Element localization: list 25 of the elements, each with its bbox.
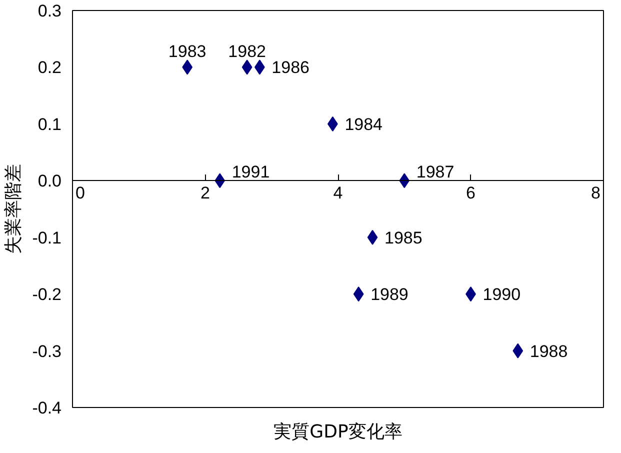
y-tick-label: -0.2 (32, 285, 62, 304)
y-tick-label: -0.4 (32, 398, 62, 418)
y-tick-label: -0.3 (32, 342, 62, 361)
annotation: 1987 (416, 162, 454, 182)
x-tick-label: 8 (591, 184, 601, 203)
annotation: 1983 (168, 42, 206, 62)
annotation: 1989 (370, 285, 408, 304)
x-axis-title: 実質GDP変化率 (274, 422, 402, 442)
x-tick-label: 2 (200, 184, 210, 203)
y-tick-label: 0.2 (38, 58, 62, 78)
annotation: 1988 (530, 342, 568, 361)
x-tick-label: 6 (466, 184, 476, 203)
y-tick-label: 0.1 (38, 114, 62, 134)
x-tick-label: 4 (333, 184, 343, 203)
y-tick-label: -0.1 (32, 228, 62, 248)
annotation: 1991 (232, 162, 270, 182)
y-axis-title: 失業率階差 (3, 164, 24, 254)
annotation: 1986 (272, 58, 310, 78)
y-tick-label: 0.0 (38, 172, 62, 191)
annotation: 1984 (344, 114, 383, 134)
y-tick-label: 0.3 (38, 2, 62, 20)
annotation: 1985 (384, 228, 422, 248)
annotation: 1990 (482, 285, 521, 304)
x-tick-label: 0 (76, 184, 85, 203)
annotation: 1982 (228, 42, 266, 62)
